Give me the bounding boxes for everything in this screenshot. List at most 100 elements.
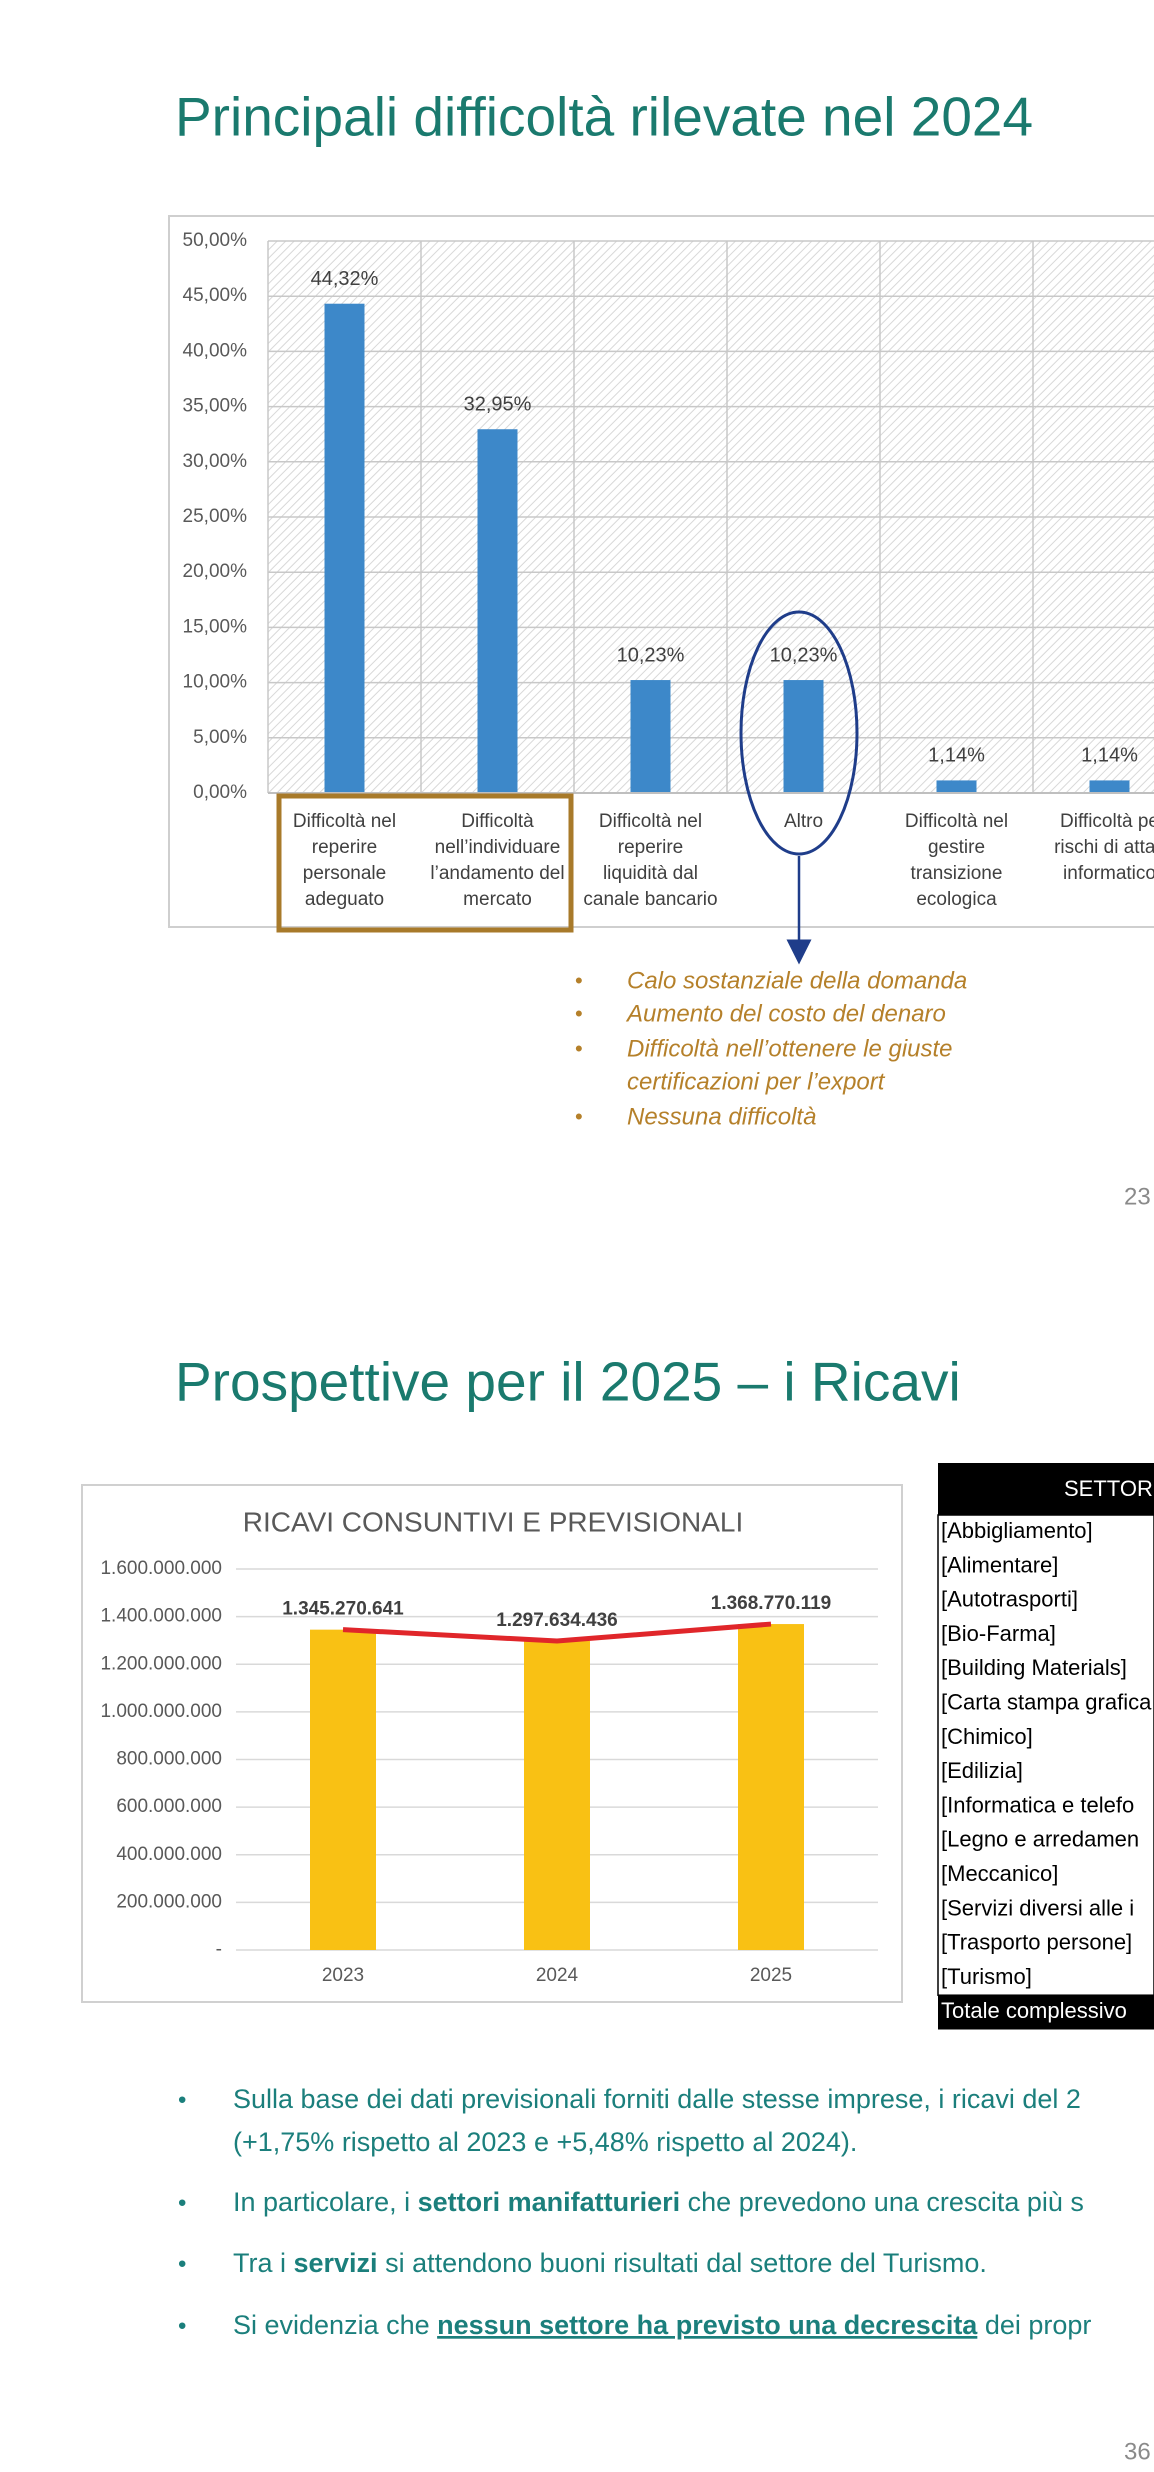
slide-title: Prospettive per il 2025 – i Ricavi bbox=[175, 1351, 961, 1413]
table-cell: [Autotrasporti] bbox=[941, 1587, 1078, 1612]
y-tick-label: 200.000.000 bbox=[116, 1891, 222, 1912]
y-tick-label: 1.200.000.000 bbox=[100, 1653, 222, 1674]
y-tick-label: 400.000.000 bbox=[116, 1844, 222, 1865]
highlight-box bbox=[276, 793, 574, 933]
y-tick-label: 1.000.000.000 bbox=[100, 1701, 222, 1722]
table-total-text: Totale complessivo bbox=[941, 1998, 1127, 2023]
table-header-text: SETTORI bbox=[1064, 1476, 1154, 1501]
table-cell: [Trasporto persone] bbox=[941, 1930, 1132, 1955]
bullet-text: In particolare, i settori manifatturieri… bbox=[233, 2187, 1084, 2217]
value-label: 44,32% bbox=[311, 268, 379, 290]
y-tick-label: 35,00% bbox=[183, 396, 248, 417]
value-label: 1,14% bbox=[1081, 745, 1138, 767]
x-tick-label: Difficoltà pe rischi di attac informatico bbox=[1054, 811, 1154, 884]
table-cell: [Bio-Farma] bbox=[941, 1621, 1056, 1646]
text-run: Sulla base dei dati previsionali forniti… bbox=[233, 2084, 1081, 2114]
value-label: 1,14% bbox=[928, 745, 985, 767]
bar bbox=[310, 1629, 376, 1950]
bullet: • bbox=[575, 1036, 583, 1061]
x-tick-label: Difficoltà nel gestire transizione ecologic… bbox=[905, 811, 1008, 910]
y-tick-label: 10,00% bbox=[183, 672, 248, 693]
table-cell: [Legno e arredamen bbox=[941, 1827, 1139, 1852]
text-run: servizi bbox=[294, 2248, 378, 2278]
bullet-text: Si evidenzia che nessun settore ha previ… bbox=[233, 2310, 1091, 2340]
value-label: 1.345.270.641 bbox=[282, 1599, 404, 1620]
table-cell: [Meccanico] bbox=[941, 1861, 1058, 1886]
text-run: che prevedono una crescita più s bbox=[680, 2187, 1084, 2217]
y-tick-label: 1.600.000.000 bbox=[100, 1558, 222, 1579]
text-run: Tra i bbox=[233, 2248, 294, 2278]
table-total bbox=[938, 1995, 1154, 2030]
bar bbox=[936, 780, 977, 793]
y-tick-label: 600.000.000 bbox=[116, 1796, 222, 1817]
y-tick-label: 50,00% bbox=[183, 230, 248, 251]
x-tick-label: Difficoltà nel reperire liquidità dal canal… bbox=[583, 811, 717, 910]
text-run: si attendono buoni risultati dal settore… bbox=[378, 2248, 987, 2278]
y-tick-label: 15,00% bbox=[183, 616, 248, 637]
bar bbox=[783, 680, 824, 793]
bar bbox=[630, 680, 671, 793]
table-cell: [Edilizia] bbox=[941, 1758, 1023, 1783]
table-body bbox=[937, 1514, 1154, 1996]
note: Aumento del costo del denaro bbox=[625, 1000, 946, 1027]
x-tick-label: Difficoltà nell’individuare l’andamento de… bbox=[430, 811, 564, 910]
value-label: 1.368.770.119 bbox=[711, 1593, 831, 1614]
y-tick-label: 1.400.000.000 bbox=[100, 1606, 222, 1627]
line bbox=[342, 1621, 772, 1644]
bar bbox=[477, 429, 518, 793]
y-tick-label: - bbox=[216, 1939, 222, 1960]
y-tick-label: 5,00% bbox=[193, 727, 247, 748]
bullet: • bbox=[178, 2312, 186, 2339]
x-tick-label: 2023 bbox=[322, 1965, 364, 1986]
bullet-text: Tra i servizi si attendono buoni risulta… bbox=[233, 2248, 987, 2278]
table-cell: [Chimico] bbox=[941, 1724, 1033, 1749]
text-run: Si evidenzia che bbox=[233, 2310, 437, 2340]
value-label: 10,23% bbox=[617, 644, 685, 666]
table-cell: [Informatica e telefo bbox=[941, 1792, 1134, 1817]
bullet: • bbox=[575, 1001, 583, 1026]
text-run: settori manifatturieri bbox=[418, 2187, 681, 2217]
bar bbox=[524, 1641, 590, 1950]
table-cell: [Carta stampa grafica bbox=[941, 1689, 1152, 1714]
bullet-text: Sulla base dei dati previsionali forniti… bbox=[233, 2084, 1081, 2114]
page-number: 36 bbox=[1124, 2438, 1151, 2465]
text-run: nessun settore ha previsto una decrescit… bbox=[437, 2310, 978, 2340]
y-tick-label: 40,00% bbox=[183, 340, 248, 361]
y-tick-label: 25,00% bbox=[183, 506, 248, 527]
bar bbox=[324, 303, 365, 793]
bullet: • bbox=[575, 1104, 583, 1129]
x-tick-label: Difficoltà nel reperire personale adeguato bbox=[293, 811, 396, 910]
value-label: 10,23% bbox=[770, 644, 838, 666]
text-run: In particolare, i bbox=[233, 2187, 418, 2217]
bullet: • bbox=[178, 2250, 186, 2277]
x-tick-label: 2025 bbox=[750, 1965, 792, 1986]
chart-title: RICAVI CONSUNTIVI E PREVISIONALI bbox=[243, 1506, 743, 1537]
note: Calo sostanziale della domanda bbox=[627, 967, 967, 994]
y-tick-label: 0,00% bbox=[193, 782, 247, 803]
table-cell: [Servizi diversi alle i bbox=[941, 1895, 1134, 1920]
value-label: 32,95% bbox=[464, 394, 532, 416]
text-run: dei propr bbox=[977, 2310, 1091, 2340]
bullet-text: (+1,75% rispetto al 2023 e +5,48% rispet… bbox=[233, 2127, 857, 2157]
bullet: • bbox=[178, 2086, 186, 2113]
y-tick-label: 45,00% bbox=[183, 285, 248, 306]
bullet: • bbox=[575, 968, 583, 993]
value-label: 1.297.634.436 bbox=[496, 1610, 618, 1631]
x-tick-label: Altro bbox=[784, 811, 823, 832]
highlight-ellipse bbox=[739, 610, 859, 856]
note: Nessuna difficoltà bbox=[627, 1103, 816, 1130]
table-cell: [Alimentare] bbox=[941, 1552, 1058, 1577]
page-number: 23 bbox=[1124, 1183, 1151, 1210]
table-header bbox=[938, 1463, 1154, 1515]
table-cell: [Building Materials] bbox=[941, 1655, 1127, 1680]
note: Difficoltà nell’ottenere le giuste bbox=[627, 1035, 953, 1062]
y-tick-label: 20,00% bbox=[183, 561, 248, 582]
table-cell: [Turismo] bbox=[941, 1964, 1032, 1989]
y-tick-label: 800.000.000 bbox=[116, 1749, 222, 1770]
bar bbox=[1089, 780, 1130, 793]
x-tick-label: 2024 bbox=[536, 1965, 579, 1986]
slide-title: Principali difficoltà rilevate nel 2024 bbox=[175, 86, 1033, 148]
bullet: • bbox=[178, 2189, 186, 2216]
